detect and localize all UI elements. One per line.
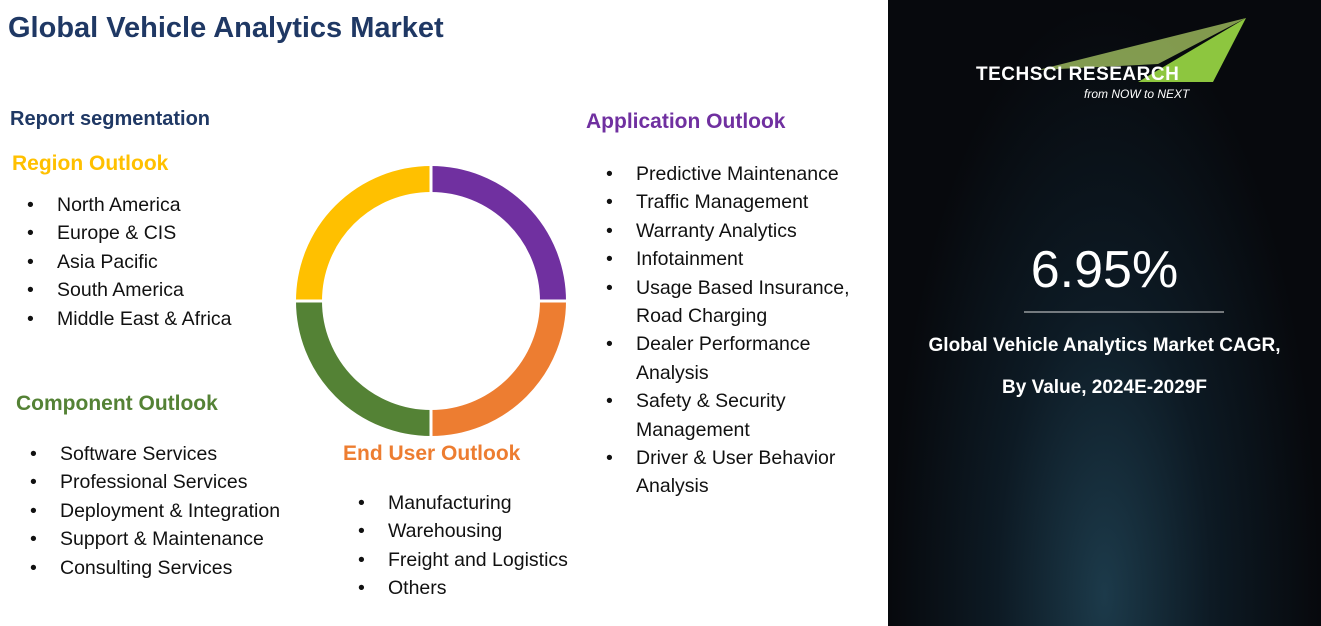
list-item: Deployment & Integration [30, 497, 280, 526]
list-item: Predictive Maintenance [606, 160, 878, 189]
cagr-panel: TECHSCI RESEARCH from NOW to NEXT 6.95% … [888, 0, 1321, 626]
section-title: Application Outlook [586, 110, 786, 133]
list-item: Middle East & Africa [27, 305, 232, 334]
list-item: North America [27, 191, 232, 220]
list: ManufacturingWarehousingFreight and Logi… [358, 489, 568, 603]
section-title: End User Outlook [343, 442, 521, 465]
caption: Global Vehicle Analytics Market CAGR, [928, 335, 1281, 356]
list-item: Traffic Management [606, 188, 878, 217]
section-title: Component Outlook [16, 392, 218, 415]
donut-segment [430, 300, 566, 436]
list-item: Usage Based Insurance, Road Charging [606, 274, 878, 331]
list-item: Professional Services [30, 468, 280, 497]
list-item: Dealer Performance Analysis [606, 330, 878, 387]
caption: By Value, 2024E-2029F [1002, 377, 1207, 398]
list-item: Manufacturing [358, 489, 568, 518]
list-item: Consulting Services [30, 554, 280, 583]
decor [1024, 18, 1246, 313]
list-item: Europe & CIS [27, 219, 232, 248]
section-title: Region Outlook [12, 152, 169, 175]
logo: TECHSCI RESEARCH [976, 64, 1180, 85]
donut-segment [296, 300, 432, 436]
list-item: Others [358, 574, 568, 603]
donut-segment [430, 166, 566, 302]
list-item: Asia Pacific [27, 248, 232, 277]
list-item: Freight and Logistics [358, 546, 568, 575]
donut [294, 164, 568, 438]
list: North AmericaEurope & CISAsia PacificSou… [27, 191, 232, 333]
list-item: Support & Maintenance [30, 525, 280, 554]
list: Predictive MaintenanceTraffic Management… [606, 160, 878, 501]
list-item: Driver & User Behavior Analysis [606, 444, 878, 501]
title: Global Vehicle Analytics Market [8, 12, 444, 44]
list-item: South America [27, 276, 232, 305]
cagr-value: 6.95% [1030, 241, 1179, 299]
list-item: Infotainment [606, 245, 878, 274]
list: Software ServicesProfessional ServicesDe… [30, 440, 280, 582]
subtitle: Report segmentation [10, 108, 211, 130]
list-item: Software Services [30, 440, 280, 469]
donut-segment [296, 166, 432, 302]
list-item: Safety & Security Management [606, 387, 878, 444]
tagline: from NOW to NEXT [1084, 87, 1190, 101]
list-item: Warehousing [358, 517, 568, 546]
list-item: Warranty Analytics [606, 217, 878, 246]
